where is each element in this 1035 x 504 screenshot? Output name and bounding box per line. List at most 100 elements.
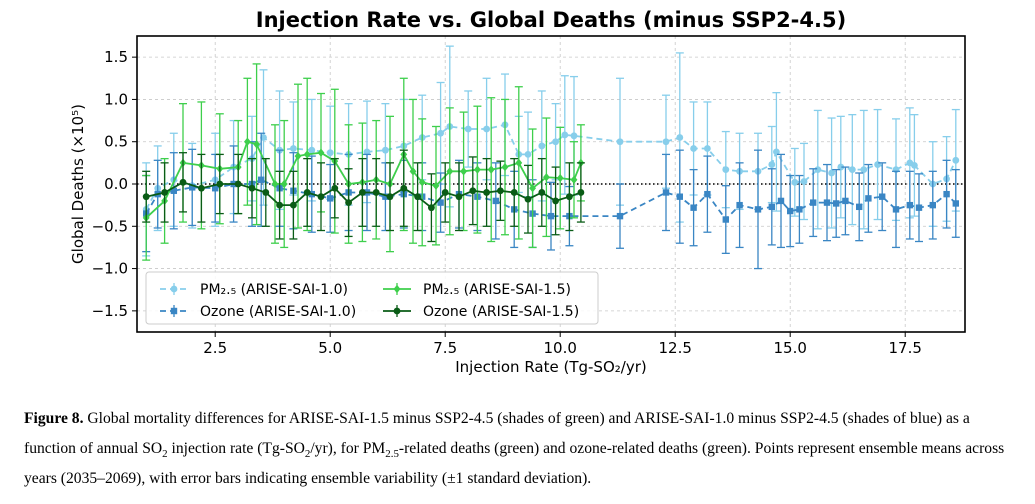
data-point — [455, 193, 463, 201]
data-point — [561, 131, 569, 139]
data-point — [791, 178, 799, 186]
x-tick-label: 5.0 — [318, 339, 342, 357]
data-point — [690, 145, 697, 152]
data-point — [212, 185, 219, 192]
caption-sub-1: 2 — [162, 448, 168, 461]
data-point — [768, 203, 775, 211]
data-point — [915, 204, 923, 211]
data-point — [492, 197, 499, 205]
data-point — [497, 187, 504, 195]
data-point — [372, 189, 380, 196]
data-point — [386, 193, 394, 201]
data-point — [501, 162, 509, 172]
data-point — [577, 189, 585, 196]
data-point — [552, 197, 559, 205]
data-point — [616, 212, 624, 220]
data-point — [823, 199, 831, 206]
x-axis-label: Injection Rate (Tg-SO₂/yr) — [455, 358, 646, 376]
data-point — [515, 158, 523, 168]
data-point — [303, 189, 311, 196]
data-point — [189, 184, 196, 191]
data-point — [556, 173, 564, 183]
data-point — [690, 204, 697, 211]
data-point — [754, 206, 762, 213]
data-point — [547, 212, 555, 220]
data-point — [198, 184, 205, 192]
legend-label: Ozone (ARISE-SAI-1.0) — [200, 304, 356, 320]
data-point — [460, 167, 467, 176]
caption-text-4: -related deaths (green) and ozone-relate… — [24, 440, 1005, 487]
data-point — [865, 195, 872, 202]
data-point — [524, 151, 532, 158]
data-point — [616, 138, 624, 146]
data-point — [952, 156, 960, 164]
data-point — [543, 173, 550, 182]
data-point — [768, 161, 776, 168]
data-point — [510, 189, 518, 196]
y-axis-label: Global Deaths (×10⁵) — [69, 104, 87, 264]
data-point — [428, 204, 435, 212]
data-point — [253, 140, 260, 149]
data-point — [929, 201, 936, 209]
data-point — [326, 149, 334, 157]
data-point — [303, 150, 311, 159]
data-point — [810, 199, 817, 206]
data-point — [943, 190, 950, 198]
data-point — [258, 176, 265, 183]
data-point — [483, 125, 490, 133]
legend-box — [145, 271, 599, 325]
chart-title: Injection Rate vs. Global Deaths (minus … — [256, 8, 846, 32]
x-tick-label: 7.5 — [433, 339, 457, 357]
data-point — [170, 285, 178, 293]
x-tick-label: 17.5 — [888, 339, 921, 357]
data-point — [911, 161, 918, 169]
data-point — [393, 284, 401, 294]
data-point — [331, 184, 339, 192]
data-point — [441, 189, 449, 196]
data-point — [248, 184, 256, 192]
x-tick-label: 15.0 — [773, 339, 806, 357]
caption-text-2: injection rate (Tg-SO — [167, 440, 305, 457]
caption-text-3: /yr), for PM — [310, 440, 386, 457]
data-point — [290, 145, 297, 152]
legend-label: Ozone (ARISE-SAI-1.5) — [423, 304, 579, 320]
data-point — [363, 148, 371, 156]
data-point — [906, 201, 913, 209]
data-point — [773, 148, 780, 156]
data-point — [796, 206, 803, 213]
data-point — [662, 138, 670, 146]
y-tick-label: 1.5 — [104, 48, 128, 66]
data-point — [487, 165, 495, 174]
data-point — [848, 166, 856, 174]
data-point — [437, 129, 444, 137]
data-point — [892, 206, 900, 213]
data-point — [262, 189, 270, 196]
data-point — [722, 216, 729, 223]
data-point — [276, 201, 283, 209]
data-point — [474, 165, 481, 174]
data-point — [432, 181, 440, 190]
legend: PM₂.₅ (ARISE-SAI-1.0) Ozone (ARISE-SAI-1.… — [145, 271, 599, 325]
data-point — [874, 161, 881, 168]
data-point — [662, 189, 670, 196]
data-point — [842, 197, 849, 205]
data-point — [418, 178, 426, 187]
data-point — [161, 189, 169, 196]
data-point — [234, 180, 242, 188]
data-point — [216, 180, 224, 188]
data-point — [736, 201, 743, 209]
data-point — [382, 146, 389, 154]
data-point — [393, 307, 401, 315]
x-tick-label: 12.5 — [658, 339, 691, 357]
data-point — [856, 203, 863, 211]
data-point — [570, 175, 578, 184]
data-point — [382, 193, 389, 200]
data-point — [529, 184, 536, 193]
data-point — [722, 166, 730, 174]
data-point — [879, 193, 886, 200]
data-point — [676, 134, 684, 141]
data-point — [280, 179, 288, 189]
data-point — [359, 189, 366, 196]
series-3 — [142, 149, 585, 243]
data-point — [170, 307, 178, 315]
